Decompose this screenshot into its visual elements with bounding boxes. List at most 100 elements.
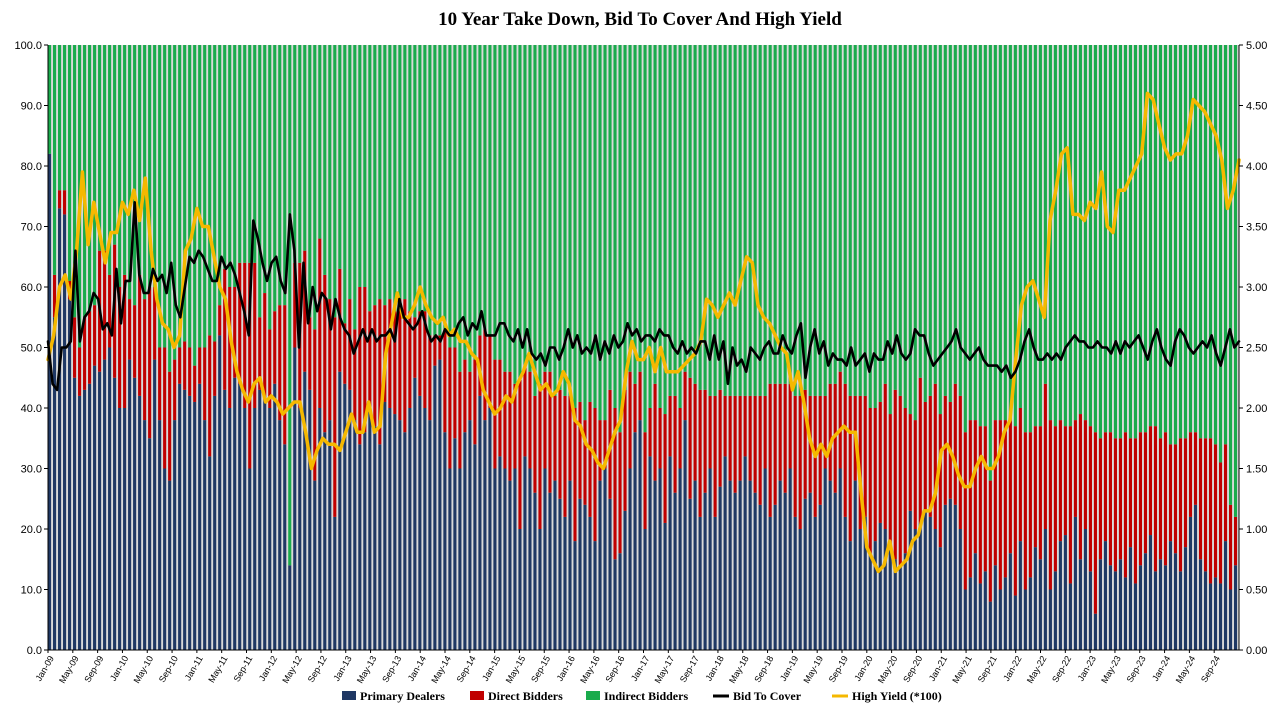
bar-direct-bidders xyxy=(1233,516,1238,566)
bar-primary-dealers xyxy=(1203,571,1208,650)
bar-direct-bidders xyxy=(1178,438,1183,572)
legend-swatch xyxy=(342,691,356,700)
bar-direct-bidders xyxy=(843,383,847,517)
bar-direct-bidders xyxy=(148,287,152,439)
bar-direct-bidders xyxy=(158,347,162,421)
bar-direct-bidders xyxy=(1213,444,1218,578)
bar-indirect-bidders xyxy=(568,45,572,396)
bar-indirect-bidders xyxy=(818,45,822,396)
bar-direct-bidders xyxy=(243,262,247,408)
bar-primary-dealers xyxy=(173,420,177,650)
bar-primary-dealers xyxy=(803,498,807,650)
bar-direct-bidders xyxy=(1048,420,1052,590)
bar-direct-bidders xyxy=(698,389,702,517)
bar-indirect-bidders xyxy=(358,45,362,287)
bar-primary-dealers xyxy=(693,480,697,650)
bar-direct-bidders xyxy=(933,383,937,529)
bar-direct-bidders xyxy=(208,335,212,457)
bar-primary-dealers xyxy=(53,317,57,650)
bar-primary-dealers xyxy=(503,468,507,650)
bar-primary-dealers xyxy=(983,571,987,650)
bar-primary-dealers xyxy=(1088,571,1092,650)
bar-primary-dealers xyxy=(548,492,552,650)
bar-primary-dealers xyxy=(98,371,102,650)
bar-indirect-bidders xyxy=(588,45,592,402)
x-tick-label: Sep-14 xyxy=(455,654,478,684)
bar-indirect-bidders xyxy=(883,45,887,384)
bar-indirect-bidders xyxy=(833,45,837,384)
bar-indirect-bidders xyxy=(553,45,557,396)
bar-primary-dealers xyxy=(148,438,152,650)
bid-to-cover-line xyxy=(46,201,1241,392)
bar-primary-dealers xyxy=(613,559,617,650)
bar-primary-dealers xyxy=(1218,583,1223,650)
bar-primary-dealers xyxy=(588,516,592,650)
bar-direct-bidders xyxy=(713,395,717,517)
bar-direct-bidders xyxy=(173,359,177,421)
bar-indirect-bidders xyxy=(763,45,767,396)
bar-direct-bidders xyxy=(793,395,797,517)
bar-indirect-bidders xyxy=(723,45,727,396)
x-tick-label: Jan-14 xyxy=(406,654,428,683)
bar-indirect-bidders xyxy=(48,45,52,154)
bar-primary-dealers xyxy=(123,408,127,650)
bar-direct-bidders xyxy=(743,395,747,457)
bar-direct-bidders xyxy=(138,274,142,396)
bar-indirect-bidders xyxy=(383,45,387,306)
bar-direct-bidders xyxy=(918,377,922,523)
bar-indirect-bidders xyxy=(198,45,202,348)
bar-primary-dealers xyxy=(1148,535,1153,650)
bar-direct-bidders xyxy=(1068,426,1072,584)
y-tick-label-right: 2.00 xyxy=(1246,403,1267,415)
bars-layer xyxy=(48,45,1239,650)
bar-indirect-bidders xyxy=(348,45,352,300)
bar-indirect-bidders xyxy=(1028,45,1032,433)
bar-direct-bidders xyxy=(1008,420,1012,554)
bar-direct-bidders xyxy=(1093,432,1097,614)
bar-primary-dealers xyxy=(598,480,602,650)
bar-primary-dealers xyxy=(573,541,577,650)
lines-layer xyxy=(46,91,1241,574)
bar-direct-bidders xyxy=(653,383,657,481)
bar-primary-dealers xyxy=(1108,565,1112,650)
bar-primary-dealers xyxy=(848,541,852,650)
bar-direct-bidders xyxy=(563,395,567,517)
bar-primary-dealers xyxy=(648,456,652,650)
bar-primary-dealers xyxy=(743,456,747,650)
bar-primary-dealers xyxy=(628,468,632,650)
bar-primary-dealers xyxy=(1038,559,1042,650)
bar-indirect-bidders xyxy=(108,45,112,275)
bar-primary-dealers xyxy=(1123,577,1128,650)
bar-indirect-bidders xyxy=(893,45,897,390)
bar-primary-dealers xyxy=(978,583,982,650)
bar-indirect-bidders xyxy=(928,45,932,396)
bar-indirect-bidders xyxy=(623,45,627,390)
bar-direct-bidders xyxy=(53,274,57,318)
bar-indirect-bidders xyxy=(608,45,612,390)
bar-indirect-bidders xyxy=(1168,45,1173,445)
bar-indirect-bidders xyxy=(1068,45,1072,427)
bar-indirect-bidders xyxy=(233,45,237,287)
bar-indirect-bidders xyxy=(988,45,992,481)
bar-direct-bidders xyxy=(183,341,187,390)
bar-direct-bidders xyxy=(588,401,592,517)
bar-direct-bidders xyxy=(433,335,437,366)
bar-direct-bidders xyxy=(518,377,522,529)
y-tick-label-right: 1.00 xyxy=(1246,524,1267,536)
bar-direct-bidders xyxy=(913,420,917,529)
bar-indirect-bidders xyxy=(963,45,967,433)
bar-direct-bidders xyxy=(1133,438,1138,584)
bar-primary-dealers xyxy=(293,347,297,650)
bar-direct-bidders xyxy=(328,299,332,421)
bar-indirect-bidders xyxy=(978,45,982,427)
x-tick-label: Sep-23 xyxy=(1125,654,1148,684)
bar-indirect-bidders xyxy=(598,45,602,421)
bar-direct-bidders xyxy=(398,299,402,421)
bar-indirect-bidders xyxy=(1173,45,1178,445)
bar-primary-dealers xyxy=(368,408,372,650)
y-tick-label-left: 100.0 xyxy=(14,40,42,52)
bar-direct-bidders xyxy=(388,299,392,408)
bar-indirect-bidders xyxy=(1193,45,1198,433)
bar-indirect-bidders xyxy=(683,45,687,372)
